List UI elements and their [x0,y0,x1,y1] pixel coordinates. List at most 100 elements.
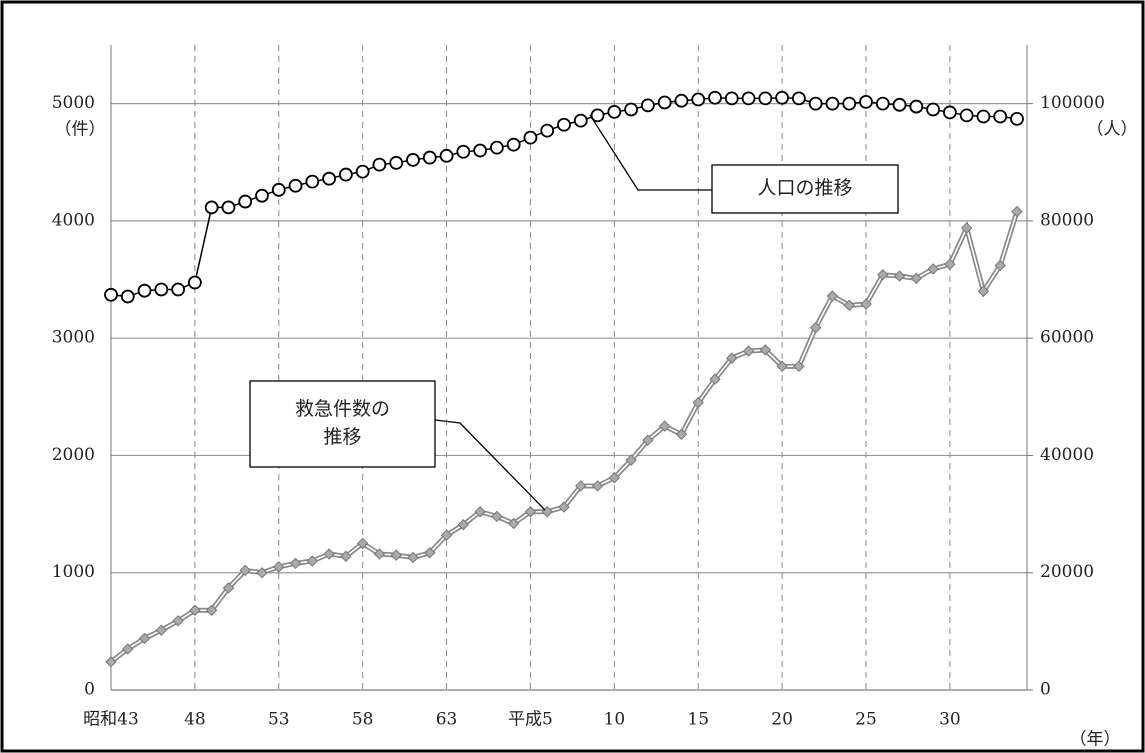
population-marker [909,99,924,114]
population-marker [624,102,639,117]
emergency-marker [407,551,419,564]
population-marker [708,90,722,105]
emergency-marker [558,501,570,513]
x-tick-label: 48 [184,710,206,730]
population-marker [288,178,303,193]
emergency-marker [373,548,386,560]
emergency-marker [709,373,721,385]
emergency-marker [507,517,520,530]
emergency-marker [323,548,335,560]
emergency-marker [977,285,990,297]
emergency-marker [793,360,805,373]
x-tick-label: 昭和43 [83,710,139,730]
emergency-marker [457,518,470,531]
population-marker [875,96,890,111]
emergency-marker [944,258,956,271]
emergency-marker [189,604,201,616]
population-marker [674,93,689,108]
y-tick-label: 4000 [52,210,95,230]
population-marker [573,113,588,128]
population-marker [791,91,806,106]
population-marker [389,155,404,170]
emergency-marker [205,604,218,616]
emergency-marker [273,561,285,573]
population-marker [808,96,823,111]
emergency-marker [642,434,654,446]
population-marker [422,150,437,165]
population-marker [942,105,957,120]
callout-leader [589,114,712,191]
x-tick-label: 63 [436,710,458,730]
population-marker [322,171,337,186]
population-marker [842,96,857,111]
x-tick-label: 53 [268,710,290,730]
emergency-marker [1011,205,1023,218]
emergency-marker [608,472,621,484]
population-marker [993,109,1008,124]
emergency-marker [491,510,503,523]
population-marker [892,97,907,112]
population-marker [859,94,873,109]
population-marker [523,130,538,145]
emergency-marker [675,428,688,441]
emergency-marker [424,547,436,559]
population-marker [473,143,488,158]
emergency-marker [843,299,855,312]
population-marker [1010,111,1024,126]
emergency-marker [776,360,788,373]
y2-tick-label: 80000 [1040,210,1094,230]
y2-tick-label: 0 [1040,680,1051,700]
population-marker [540,123,555,138]
emergency-marker [692,396,704,409]
population-marker [590,108,605,123]
population-marker [724,91,739,106]
population-marker [187,275,202,290]
population-marker [456,144,471,159]
callout-text: 救急件数の [295,398,390,420]
emergency-marker [591,480,604,492]
emergency-marker [860,298,872,310]
y-tick-label: 2000 [52,445,95,465]
population-marker [506,137,521,152]
population-marker [607,104,622,119]
emergency-line-inner [110,211,1018,663]
population-marker [238,194,253,209]
population-marker [355,164,370,179]
population-marker [976,109,991,124]
y2-tick-label: 40000 [1040,445,1094,465]
emergency-marker [239,564,251,577]
x-tick-label: 25 [855,710,877,730]
emergency-marker [826,290,839,302]
emergency-marker [960,222,973,234]
population-marker [120,289,135,304]
y-tick-label: 5000 [52,93,95,113]
x-tick-label: 20 [771,710,793,730]
population-marker [959,108,974,123]
population-marker [439,148,454,163]
emergency-marker [726,352,738,364]
x-tick-label: 15 [687,710,709,730]
callout-leader [434,419,546,511]
population-marker [171,282,186,297]
y2-unit: （人） [1087,120,1138,140]
emergency-marker [306,555,319,567]
population-marker [825,96,840,111]
emergency-marker [122,643,134,655]
population-marker [104,287,118,302]
emergency-marker [759,344,772,356]
population-marker [926,102,941,117]
population-marker [406,153,420,167]
emergency-marker [155,624,168,636]
emergency-marker [927,263,939,275]
callout-text: 人口の推移 [757,177,852,199]
emergency-marker [256,567,268,579]
callout-box [711,164,899,214]
population-marker [758,91,773,106]
population-marker [741,91,756,106]
x-tick-label: 平成5 [508,710,553,730]
emergency-marker [910,272,923,285]
population-marker [657,95,672,110]
emergency-marker [440,529,453,541]
emergency-marker [222,582,235,594]
